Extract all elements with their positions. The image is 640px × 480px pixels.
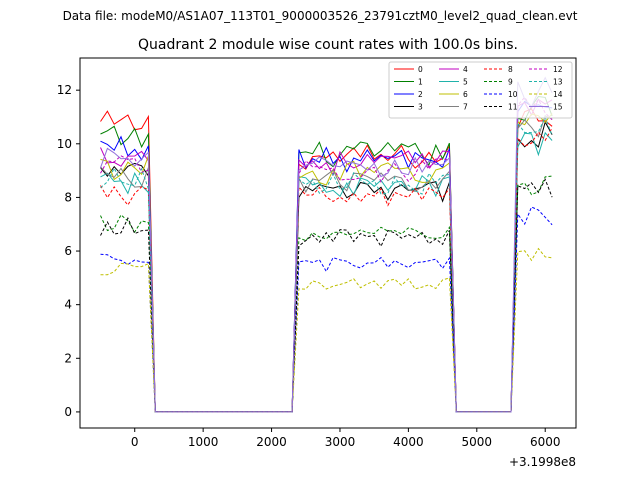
x-tick-label: 4000 xyxy=(393,435,424,449)
legend-label-1: 1 xyxy=(418,78,423,87)
legend-label-13: 13 xyxy=(553,78,563,87)
legend-label-4: 4 xyxy=(463,65,468,74)
legend-label-5: 5 xyxy=(463,78,468,87)
legend-label-8: 8 xyxy=(508,65,513,74)
legend-label-11: 11 xyxy=(508,103,518,112)
x-tick-label: 6000 xyxy=(530,435,561,449)
legend-label-14: 14 xyxy=(553,90,563,99)
legend-label-15: 15 xyxy=(553,103,563,112)
x-tick-label: 2000 xyxy=(256,435,287,449)
y-tick-label: 0 xyxy=(64,405,72,419)
plot-area xyxy=(79,57,577,429)
x-axis-offset-label: +3.1998e8 xyxy=(509,455,576,469)
x-axis: 0 1000 2000 3000 4000 5000 6000 xyxy=(131,428,561,449)
legend-label-3: 3 xyxy=(418,103,423,112)
y-tick-label: 6 xyxy=(64,244,72,258)
y-tick-label: 12 xyxy=(57,83,72,97)
legend-frame xyxy=(388,61,573,119)
axes-frame xyxy=(79,57,577,429)
x-tick-label: 0 xyxy=(131,435,139,449)
legend-label-9: 9 xyxy=(508,78,513,87)
series-lines xyxy=(100,76,553,413)
series-line-15 xyxy=(100,76,553,413)
y-tick-label: 10 xyxy=(57,137,72,151)
y-tick-label: 4 xyxy=(64,298,72,312)
y-tick-label: 2 xyxy=(64,351,72,365)
legend-label-0: 0 xyxy=(418,65,423,74)
y-tick-label: 8 xyxy=(64,190,72,204)
legend-label-10: 10 xyxy=(508,90,518,99)
legend-label-2: 2 xyxy=(418,90,423,99)
legend-label-7: 7 xyxy=(463,103,468,112)
x-tick-label: 5000 xyxy=(462,435,493,449)
chart-title: Quadrant 2 module wise count rates with … xyxy=(138,37,518,53)
legend-label-12: 12 xyxy=(553,65,563,74)
x-tick-label: 1000 xyxy=(188,435,219,449)
legend-label-6: 6 xyxy=(463,90,468,99)
figure-suptitle: Data file: modeM0/AS1A07_113T01_90000035… xyxy=(63,9,578,23)
x-tick-label: 3000 xyxy=(325,435,356,449)
y-axis: 0 2 4 6 8 10 12 xyxy=(57,83,80,419)
